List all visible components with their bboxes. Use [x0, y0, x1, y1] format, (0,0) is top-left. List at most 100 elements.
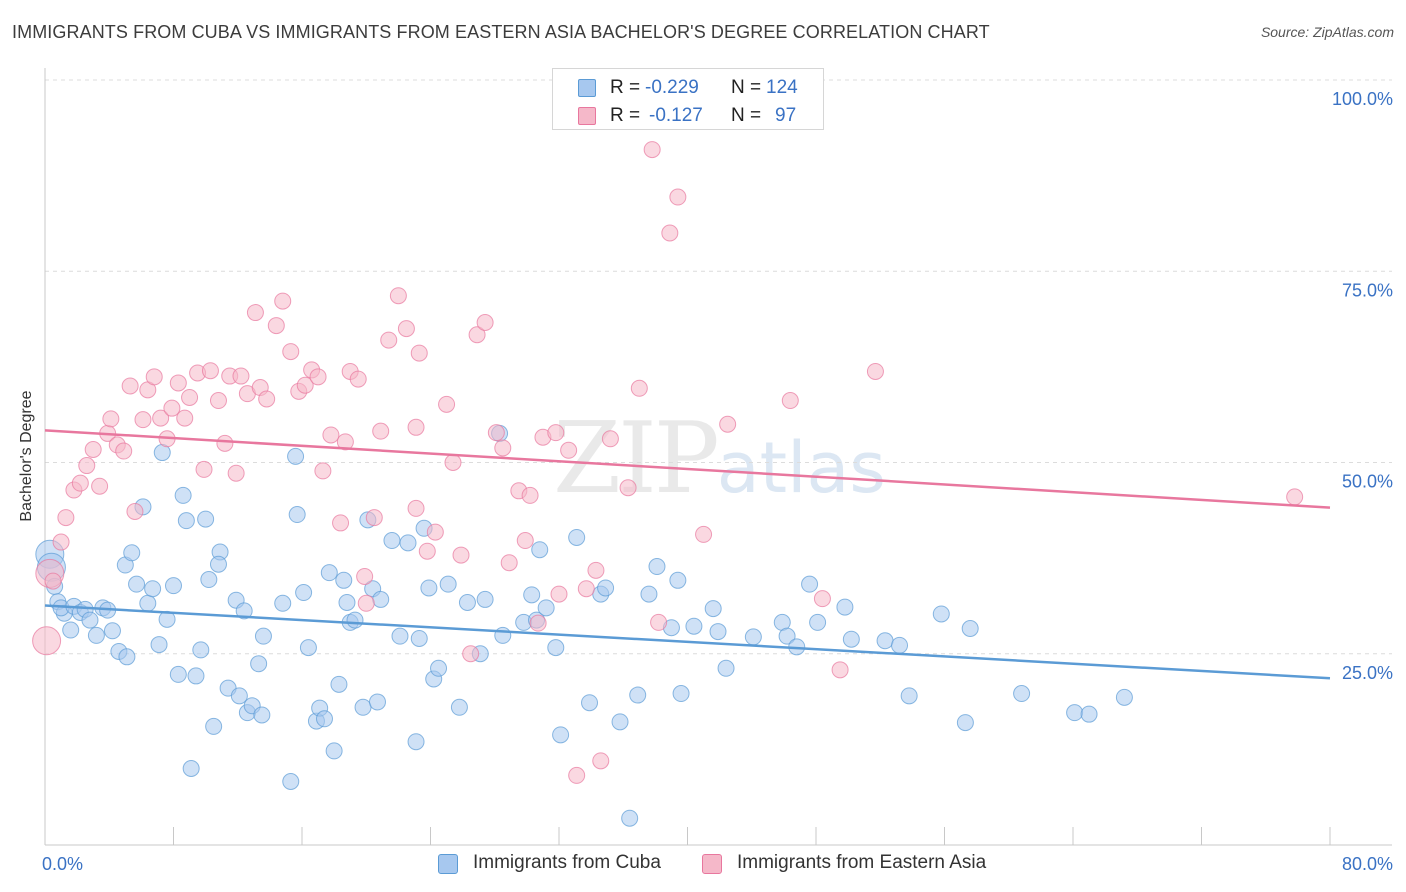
x-tick-label: 0.0%	[42, 854, 83, 874]
y-tick-label: 25.0%	[1342, 663, 1393, 683]
data-point-cuba	[253, 706, 271, 724]
data-point-eastern-asia	[695, 525, 713, 543]
data-point-cuba	[842, 630, 860, 648]
data-point-cuba	[801, 575, 819, 593]
data-point-cuba	[458, 593, 476, 611]
data-point-eastern-asia	[619, 479, 637, 497]
data-point-cuba	[103, 622, 121, 640]
data-point-cuba	[274, 594, 292, 612]
data-point-eastern-asia	[121, 377, 139, 395]
data-point-cuba	[182, 760, 200, 777]
data-point-cuba	[177, 512, 195, 530]
data-point-cuba	[139, 594, 157, 612]
data-point-eastern-asia	[781, 392, 799, 410]
data-point-eastern-asia	[336, 433, 354, 451]
data-point-eastern-asia	[407, 418, 425, 436]
n-label: N =	[731, 77, 762, 98]
data-point-eastern-asia	[209, 392, 227, 410]
data-point-eastern-asia	[44, 572, 62, 590]
data-point-eastern-asia	[643, 141, 661, 159]
data-point-cuba	[192, 641, 210, 659]
legend-swatch-cuba	[438, 854, 458, 874]
data-point-cuba	[187, 667, 205, 685]
data-point-eastern-asia	[32, 626, 62, 656]
data-point-eastern-asia	[560, 441, 578, 459]
data-point-eastern-asia	[592, 752, 610, 770]
trend-line-cuba	[44, 604, 1331, 680]
legend-swatch-eastern-asia	[702, 854, 722, 874]
data-point-cuba	[165, 577, 182, 595]
correlation-stats-box: R = -0.229 N = 124 R = -0.127 N = 97	[552, 68, 824, 130]
data-point-eastern-asia	[296, 376, 314, 394]
data-point-cuba	[836, 598, 854, 616]
data-point-cuba	[1080, 705, 1098, 723]
y-tick-label: 75.0%	[1342, 280, 1393, 300]
data-point-cuba	[891, 636, 909, 654]
data-point-eastern-asia	[134, 411, 152, 429]
data-point-eastern-asia	[719, 415, 737, 433]
data-point-cuba	[299, 639, 317, 657]
data-point-eastern-asia	[115, 442, 133, 460]
data-point-cuba	[717, 659, 735, 677]
data-point-eastern-asia	[314, 462, 332, 480]
r-value: -0.229	[645, 77, 699, 98]
data-point-cuba	[648, 558, 666, 576]
data-point-cuba	[439, 575, 457, 593]
data-point-eastern-asia	[282, 343, 300, 361]
data-point-cuba	[250, 655, 268, 673]
data-point-cuba	[1066, 704, 1084, 722]
watermark-atlas: atlas	[716, 427, 886, 509]
data-point-eastern-asia	[476, 314, 494, 332]
data-point-cuba	[325, 742, 343, 760]
data-point-cuba	[368, 693, 386, 711]
data-point-eastern-asia	[521, 486, 539, 504]
data-point-cuba	[346, 611, 364, 629]
data-point-eastern-asia	[169, 374, 187, 392]
r-value: -0.127	[649, 105, 703, 126]
data-point-cuba	[672, 685, 690, 703]
data-point-cuba	[335, 571, 353, 589]
data-point-cuba	[205, 717, 223, 735]
axes	[44, 68, 1392, 846]
data-point-eastern-asia	[267, 317, 285, 335]
cuba-color-swatch	[578, 79, 596, 97]
data-point-cuba	[235, 602, 253, 620]
data-point-cuba	[391, 627, 409, 645]
data-point-eastern-asia	[201, 362, 219, 380]
data-point-cuba	[809, 613, 827, 631]
data-point-eastern-asia	[357, 594, 375, 612]
data-point-eastern-asia	[444, 454, 462, 471]
data-point-cuba	[961, 620, 979, 638]
x-tick-label: 80.0%	[1342, 854, 1393, 874]
data-point-cuba	[611, 713, 629, 731]
data-point-eastern-asia	[126, 502, 144, 520]
data-point-eastern-asia	[246, 304, 264, 322]
data-point-cuba	[640, 585, 658, 603]
data-point-cuba	[621, 809, 639, 827]
data-point-cuba	[778, 627, 796, 645]
data-point-cuba	[209, 555, 227, 573]
data-point-eastern-asia	[102, 410, 120, 428]
chart-title: IMMIGRANTS FROM CUBA VS IMMIGRANTS FROM …	[12, 22, 990, 42]
n-value: 124	[766, 77, 798, 98]
data-point-cuba	[399, 534, 417, 552]
data-point-eastern-asia	[258, 390, 276, 408]
data-point-eastern-asia	[669, 188, 687, 206]
data-point-eastern-asia	[500, 554, 518, 572]
data-point-cuba	[709, 623, 727, 641]
data-point-cuba	[900, 687, 918, 705]
data-point-cuba	[581, 694, 599, 712]
data-point-cuba	[531, 541, 549, 559]
data-point-cuba	[62, 621, 80, 639]
data-point-eastern-asia	[418, 542, 436, 560]
data-point-eastern-asia	[1286, 488, 1304, 506]
data-point-cuba	[523, 586, 541, 604]
data-point-eastern-asia	[356, 567, 374, 585]
data-point-cuba	[197, 510, 215, 528]
data-point-cuba	[150, 636, 168, 654]
source-attribution: Source: ZipAtlas.com	[1260, 24, 1394, 40]
data-point-cuba	[956, 714, 974, 732]
data-point-cuba	[169, 665, 187, 683]
data-point-cuba	[118, 648, 136, 666]
